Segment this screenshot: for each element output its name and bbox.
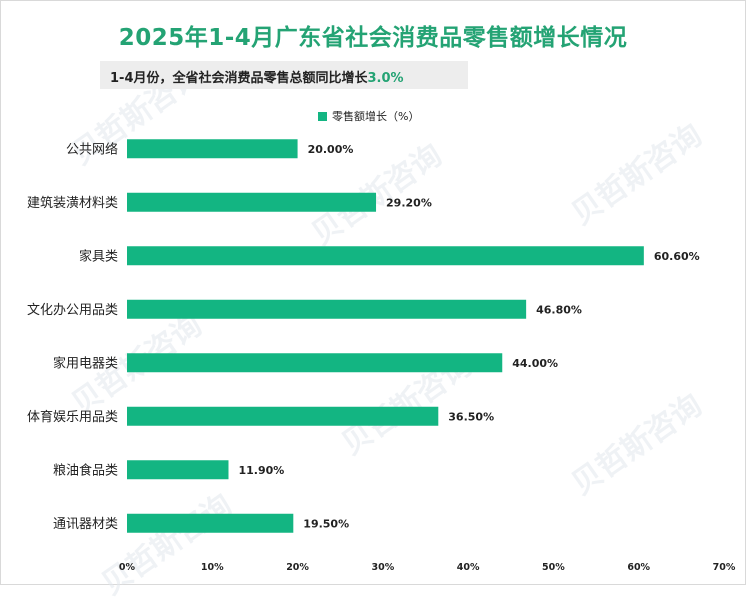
x-tick-label: 50% (542, 562, 565, 573)
bar (127, 460, 229, 480)
x-tick-label: 20% (286, 562, 309, 573)
x-tick-label: 10% (201, 562, 224, 573)
category-label: 通讯器材类 (53, 517, 118, 532)
category-label: 家用电器类 (53, 355, 118, 371)
bar (127, 246, 644, 266)
x-tick-label: 70% (713, 562, 736, 573)
bar (127, 192, 377, 212)
legend-swatch (318, 111, 327, 121)
value-label: 44.00% (512, 357, 558, 370)
subtitle-text: 1-4月份，全省社会消费品零售总额同比增长 (110, 71, 368, 86)
category-label: 公共网络 (66, 141, 118, 157)
category-label: 粮油食品类 (53, 462, 118, 478)
x-tick-label: 0% (119, 562, 136, 573)
bar (127, 299, 527, 319)
bar (127, 513, 294, 533)
subtitle-box (100, 61, 468, 89)
value-label: 60.60% (654, 250, 700, 263)
x-tick-label: 40% (457, 562, 480, 573)
subtitle: 1-4月份，全省社会消费品零售总额同比增长3.0% (110, 67, 404, 86)
value-label: 20.00% (308, 143, 354, 156)
chart-frame (0, 0, 746, 585)
x-tick-label: 30% (371, 562, 394, 573)
bar (127, 406, 439, 426)
value-label: 46.80% (536, 303, 582, 316)
subtitle-highlight: 3.0% (367, 71, 404, 86)
bar-chart: 公共网络 20.00% 建筑装潢材料类 29.20% 家具类 60.60% 文化办公用品类 4… (27, 139, 736, 573)
x-tick-label: 60% (627, 562, 650, 573)
value-label: 36.50% (448, 410, 494, 423)
value-label: 29.20% (386, 196, 432, 209)
value-label: 19.50% (303, 517, 349, 530)
category-label: 建筑装潢材料类 (27, 195, 118, 211)
category-label: 体育娱乐用品类 (27, 409, 118, 425)
bar (127, 353, 503, 373)
category-label: 文化办公用品类 (27, 303, 118, 318)
value-label: 11.90% (238, 464, 284, 477)
bar (127, 139, 298, 159)
chart-title: 2025年1-4月广东省社会消费品零售额增长情况 (118, 25, 628, 51)
legend-label: 零售额增长（%） (332, 110, 420, 123)
legend: 零售额增长（%） (318, 108, 419, 124)
category-label: 家具类 (79, 248, 118, 264)
